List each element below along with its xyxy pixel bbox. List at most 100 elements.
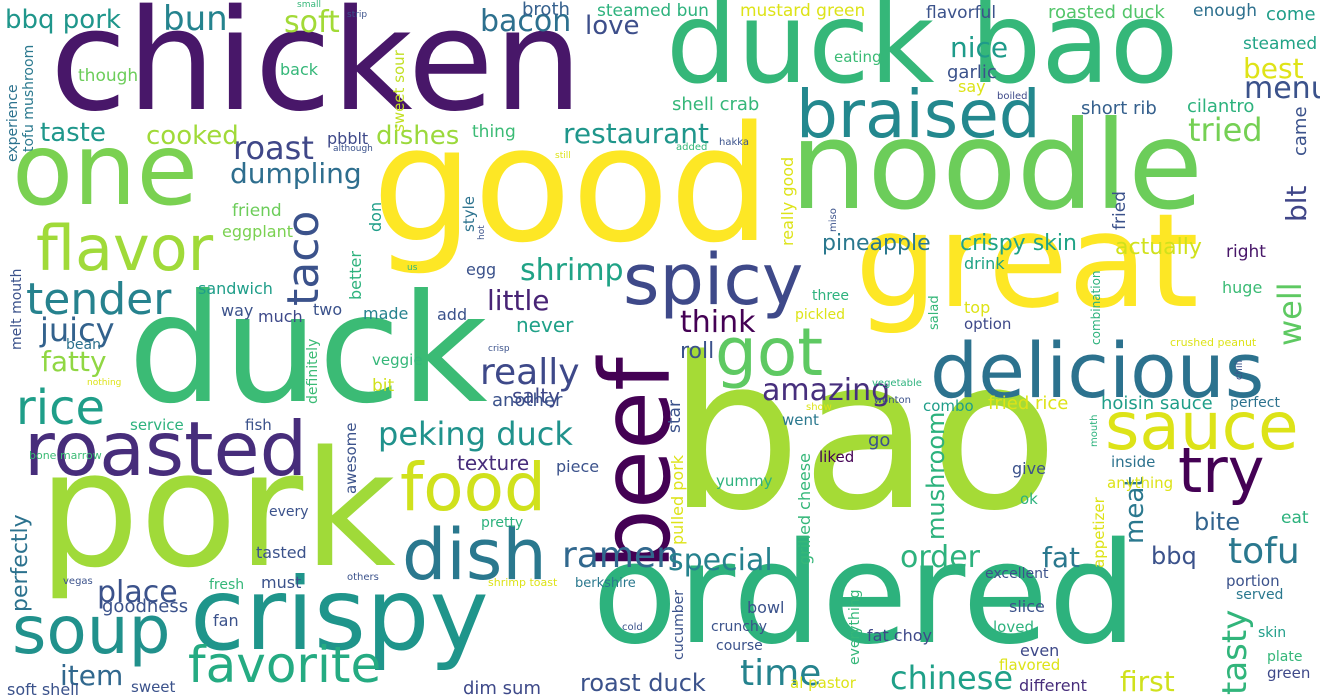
word-steamed: steamed (1243, 34, 1318, 54)
word-tasty: tasty (1215, 609, 1255, 695)
word-dim-sum: dim sum (463, 678, 542, 699)
word-must: must (261, 573, 302, 592)
word-crispy: crispy (190, 556, 489, 673)
word-nice: nice (950, 31, 1009, 64)
word-roast: roast (233, 129, 314, 167)
word-first: first (1120, 665, 1175, 698)
word-garlic: garlic (947, 62, 997, 83)
word-still: still (555, 151, 571, 161)
word-combination: combination (1089, 270, 1103, 345)
word-mustard-green: mustard green (740, 1, 866, 21)
word-sandwich: sandwich (198, 279, 273, 298)
word-every: every (269, 504, 309, 520)
word-braised: braised (796, 76, 1041, 153)
word-think: think (680, 305, 756, 340)
word-friend: friend (232, 201, 282, 221)
word-eat: eat (1281, 508, 1309, 528)
word-pork: pork (38, 416, 396, 603)
word-shrimp-toast: shrimp toast (488, 576, 558, 589)
word-bone-marrow: bone marrow (29, 449, 102, 462)
word-sweet: sweet (131, 678, 176, 696)
word-best: best (1243, 52, 1304, 85)
word-hot: hot (477, 225, 487, 240)
word-appetizer: appetizer (1090, 497, 1108, 568)
word-miso: miso (828, 208, 839, 232)
word-went: went (782, 411, 819, 429)
word-fatty: fatty (41, 345, 107, 378)
word-made: made (363, 304, 409, 323)
word-come: come (1266, 4, 1316, 25)
word-broth: broth (522, 0, 570, 20)
word-dishes: dishes (376, 121, 460, 151)
word-well: well (1271, 282, 1309, 346)
word-peking-duck: peking duck (378, 415, 573, 453)
word-place: place (97, 575, 178, 610)
word-berkshire: berkshire (575, 576, 636, 591)
word-sweet-sour: sweet sour (390, 50, 408, 132)
word-bit: bit (372, 376, 395, 396)
word-restaurant: restaurant (563, 117, 709, 150)
word-love: love (585, 11, 640, 41)
word-roasted: roasted (24, 405, 308, 493)
word-pretty: pretty (481, 515, 524, 531)
word-soft-shell: soft shell (7, 680, 80, 699)
word-roasted-duck: roasted duck (1048, 2, 1165, 23)
word-skin: skin (1258, 625, 1287, 641)
word-pineapple: pineapple (822, 231, 931, 256)
word-fat: fat (1042, 541, 1080, 574)
word-menu: menu (1244, 71, 1320, 106)
word-try: try (1178, 434, 1265, 507)
word-wonton: wonton (874, 395, 912, 406)
word-al-pastor: al pastor (790, 674, 856, 692)
word-pickled: pickled (795, 307, 845, 323)
word-excellent: excellent (985, 566, 1049, 582)
word-melt-mouth: melt mouth (9, 268, 25, 350)
word-thing: thing (472, 122, 516, 142)
word-bite: bite (1194, 508, 1241, 536)
word-don: don (366, 201, 385, 232)
word-amazing: amazing (762, 373, 891, 408)
word-green: green (1267, 664, 1311, 682)
word-roast-duck: roast duck (580, 669, 706, 697)
word-two: two (313, 300, 343, 319)
word-tofu-mushroom: tofu mushroom (21, 44, 37, 152)
word-huge: huge (1222, 278, 1263, 297)
word-bowl: bowl (747, 598, 785, 617)
word-soup: soup (12, 592, 171, 669)
word-go: go (868, 430, 891, 451)
word-chicken: chicken (50, 0, 583, 143)
word-liked: liked (819, 448, 855, 466)
word-show: show (806, 402, 832, 413)
word-cucumber: cucumber (671, 589, 687, 660)
word-anything: anything (1107, 474, 1174, 492)
word-food: food (400, 449, 546, 526)
word-short-rib: short rib (1081, 98, 1157, 119)
word-cilantro: cilantro (1187, 96, 1255, 117)
word-crunchy: crunchy (711, 619, 768, 635)
word-favorite: favorite (188, 636, 382, 694)
word-really-good: really good (778, 156, 797, 246)
word-give: give (1012, 459, 1046, 478)
word-really: really (480, 352, 580, 393)
word-combo: combo (923, 397, 974, 415)
word-spicy: spicy (623, 239, 804, 321)
word-crushed-peanut: crushed peanut (1170, 336, 1257, 349)
word-dish: dish (402, 514, 547, 596)
word-add: add (437, 305, 468, 324)
word-time: time (740, 653, 822, 694)
word-bun: bun (163, 0, 228, 39)
word-perfect: perfect (1230, 395, 1280, 411)
word-ramen: ramen (562, 535, 679, 576)
word-definitely: definitely (305, 338, 321, 404)
word-portion: portion (1226, 572, 1280, 590)
word-rice: rice (16, 380, 105, 436)
word-pbblt: pbblt (327, 129, 369, 148)
word-strip: strip (347, 10, 368, 20)
word-roll: roll (680, 339, 715, 364)
word-eggplant: eggplant (222, 222, 293, 241)
word-added: added (676, 142, 708, 153)
word-little: little (487, 284, 550, 317)
word-came: came (1290, 106, 1311, 156)
word-yummy: yummy (716, 472, 773, 490)
word-bbq: bbq (1151, 542, 1197, 570)
